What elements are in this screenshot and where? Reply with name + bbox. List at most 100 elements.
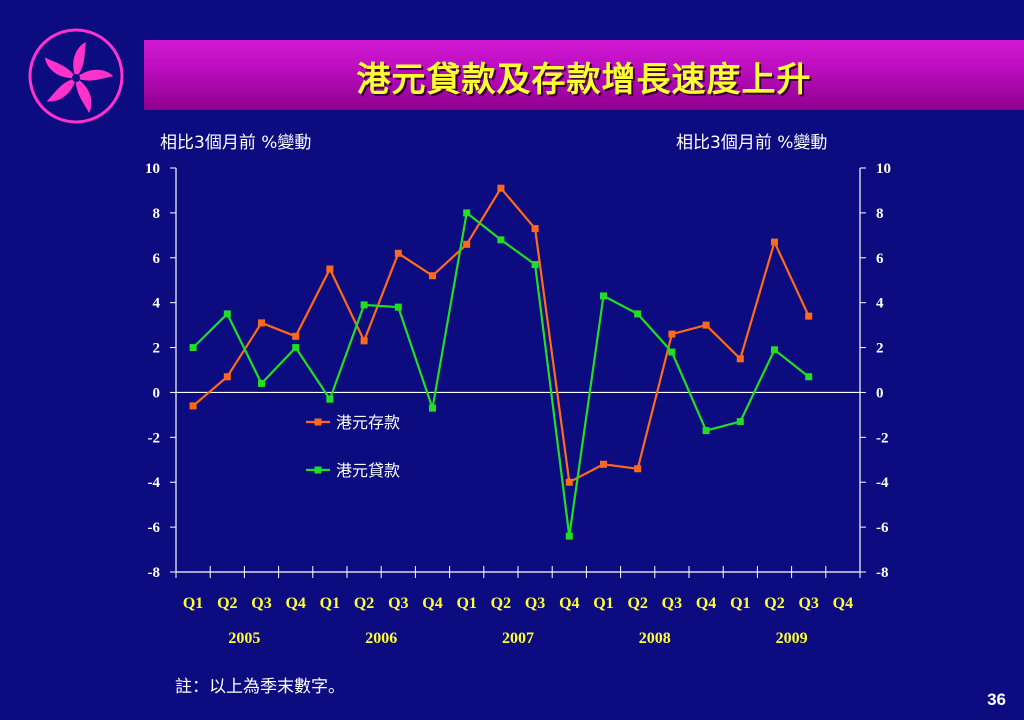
data-point (497, 236, 505, 244)
x-tick-label: Q1 (320, 595, 340, 612)
page-title: 港元貸款及存款增長速度上升 (356, 60, 812, 100)
y-tick-label-right: 2 (876, 341, 884, 357)
legend-swatch-marker (314, 466, 322, 474)
series-0 (189, 184, 813, 486)
bauhinia-flower-icon (28, 28, 124, 124)
data-point (668, 348, 676, 356)
y-tick-label-right: 0 (876, 385, 884, 401)
x-tick-label: Q1 (183, 595, 203, 612)
x-tick-label: Q1 (456, 595, 476, 612)
y-tick-label-left: 8 (153, 206, 161, 222)
x-tick-label: Q3 (251, 595, 271, 612)
data-point (258, 319, 265, 327)
data-point (600, 292, 607, 300)
data-point (771, 346, 778, 354)
data-point (531, 261, 539, 269)
data-point (463, 240, 471, 248)
y-tick-label-left: 10 (145, 161, 160, 177)
data-point (634, 465, 642, 473)
bauhinia-logo (26, 26, 126, 126)
data-point (805, 312, 813, 320)
x-tick-label: Q2 (764, 595, 784, 612)
chart-series (189, 184, 813, 540)
data-point (223, 373, 231, 381)
chart-axes: 10 10 8 8 6 6 4 4 2 2 0 0 -2 -2 -4 -4 -6 -6 -8 -8 Q1 Q2 Q3 Q4 Q1… (145, 161, 891, 647)
year-label: 2007 (502, 630, 534, 647)
year-label: 2006 (365, 630, 397, 647)
x-tick-label: Q2 (354, 595, 374, 612)
x-tick-label: Q3 (388, 595, 408, 612)
x-tick-label: Q4 (422, 595, 442, 612)
legend-label: 港元貸款 (336, 461, 400, 480)
x-tick-label: Q3 (798, 595, 818, 612)
y-tick-label-right: 8 (876, 206, 884, 222)
data-point (292, 332, 300, 340)
y-tick-label-left: -4 (148, 475, 161, 491)
x-tick-label: Q4 (833, 595, 853, 612)
data-point (702, 427, 710, 435)
y-tick-label-right: -4 (876, 475, 889, 491)
x-tick-label: Q2 (491, 595, 511, 612)
data-point (429, 404, 436, 412)
y-axis-title-left: 相比3個月前 %變動 (160, 133, 311, 153)
year-label: 2008 (639, 630, 671, 647)
data-point (394, 303, 402, 311)
data-point (360, 337, 368, 345)
data-point (326, 265, 334, 273)
y-tick-label-right: 6 (876, 251, 884, 267)
data-point (189, 402, 197, 410)
data-point (189, 344, 197, 352)
y-axis-title-right: 相比3個月前 %變動 (676, 133, 827, 153)
y-tick-label-left: 2 (153, 341, 161, 357)
legend-label: 港元存款 (336, 413, 400, 432)
footnote: 註：以上為季末數字。 (175, 677, 345, 697)
series-1 (189, 209, 813, 540)
data-point (668, 330, 676, 338)
page-number: 36 (987, 690, 1006, 709)
y-tick-label-left: 4 (153, 296, 161, 312)
x-tick-label: Q4 (696, 595, 716, 612)
data-point (394, 249, 402, 257)
data-point (429, 272, 436, 280)
data-point (805, 373, 813, 381)
data-point (702, 321, 710, 329)
data-point (531, 225, 539, 233)
data-point (223, 310, 231, 318)
title-bar: 港元貸款及存款增長速度上升 (144, 40, 1024, 110)
x-tick-label: Q1 (730, 595, 750, 612)
series-line (192, 186, 810, 484)
y-tick-label-left: 0 (153, 385, 161, 401)
x-tick-label: Q4 (285, 595, 305, 612)
data-point (736, 355, 744, 363)
y-tick-label-right: 10 (876, 161, 891, 177)
series-line (192, 210, 810, 537)
data-point (600, 460, 607, 468)
y-tick-label-right: -2 (876, 430, 889, 446)
legend-swatch-marker (314, 418, 322, 426)
x-tick-label: Q2 (217, 595, 237, 612)
y-tick-label-left: -6 (148, 520, 161, 536)
year-label: 2009 (776, 630, 808, 647)
y-tick-label-right: -8 (876, 565, 889, 581)
y-tick-label-right: 4 (876, 296, 884, 312)
data-point (258, 379, 265, 387)
x-tick-label: Q3 (662, 595, 682, 612)
y-tick-label-left: 6 (153, 251, 161, 267)
year-label: 2005 (228, 630, 260, 647)
y-tick-label-right: -6 (876, 520, 889, 536)
data-point (634, 310, 642, 318)
data-point (326, 395, 334, 403)
y-tick-label-left: -8 (148, 565, 161, 581)
data-point (565, 478, 573, 486)
x-tick-label: Q2 (627, 595, 647, 612)
y-tick-label-left: -2 (148, 430, 161, 446)
data-point (360, 301, 368, 309)
data-point (463, 209, 471, 217)
x-tick-label: Q4 (559, 595, 579, 612)
data-point (736, 418, 744, 426)
data-point (497, 184, 505, 192)
data-point (292, 344, 300, 352)
x-tick-label: Q3 (525, 595, 545, 612)
